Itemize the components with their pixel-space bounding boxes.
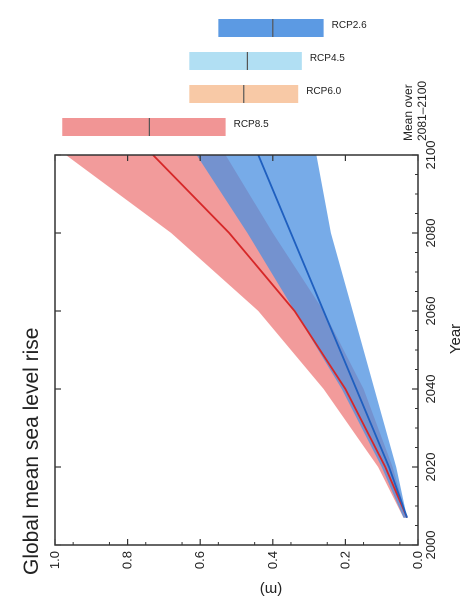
mean-bar-label-rcp6-0: RCP6.0 xyxy=(306,86,341,97)
mean-bar-rcp8-5 xyxy=(62,118,226,136)
mean-line-rcp2-6 xyxy=(257,154,408,519)
mean-line-rcp8-5 xyxy=(152,154,408,519)
x-axis-title: Year xyxy=(447,324,464,354)
x-tick-label-2000: 2000 xyxy=(423,531,438,560)
y-axis-title: (m) xyxy=(260,581,283,598)
mean-bar-label-rcp8-5: RCP8.5 xyxy=(234,119,269,130)
y-tick-label-0.4: 0.4 xyxy=(265,551,280,569)
y-tick-label-1.0: 1.0 xyxy=(47,551,62,569)
band-rcp8-5 xyxy=(65,155,408,518)
mean-panel: Mean over 2081–2100 RCP8.5 RCP6.0 RCP4.5 RC… xyxy=(62,19,429,141)
mean-bar-label-rcp4-5: RCP4.5 xyxy=(310,53,345,64)
x-tick-label-2040: 2040 xyxy=(423,375,438,404)
mean-panel-title-line1: Mean over xyxy=(401,84,415,141)
chart-title: Global mean sea level rise xyxy=(20,328,43,575)
mean-panel-title-line2: 2081–2100 xyxy=(415,81,429,141)
x-tick-label-2020: 2020 xyxy=(423,453,438,482)
mean-bar-rcp4-5 xyxy=(189,52,302,70)
mean-bar-label-rcp2-6: RCP2.6 xyxy=(332,20,367,31)
y-tick-label-0.0: 0.0 xyxy=(410,551,425,569)
mean-bar-rcp2-6 xyxy=(218,19,324,37)
y-tick-label-0.6: 0.6 xyxy=(192,551,207,569)
plot-area: 2000 2020 2040 2060 2080 2100 0.0 0.2 0.4 0.6 0.8 1… xyxy=(47,141,438,570)
y-tick-label-0.8: 0.8 xyxy=(120,551,135,569)
x-tick-label-2060: 2060 xyxy=(423,297,438,326)
band-rcp2-6 xyxy=(196,155,408,518)
x-tick-label-2100: 2100 xyxy=(423,141,438,170)
y-tick-label-0.2: 0.2 xyxy=(337,551,352,569)
x-tick-label-2080: 2080 xyxy=(423,219,438,248)
